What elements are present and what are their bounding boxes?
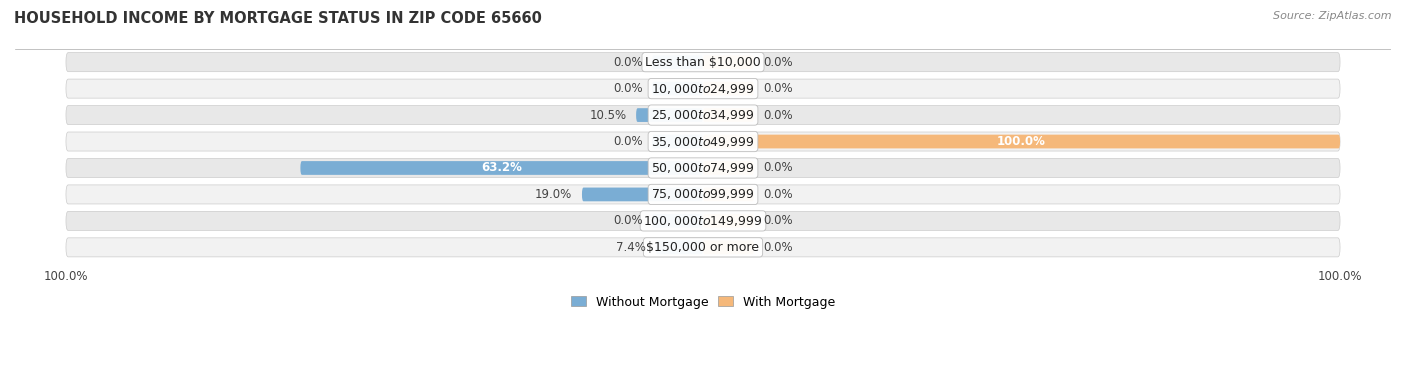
FancyBboxPatch shape bbox=[582, 188, 703, 201]
FancyBboxPatch shape bbox=[652, 135, 703, 149]
Text: 100.0%: 100.0% bbox=[997, 135, 1046, 148]
Text: 0.0%: 0.0% bbox=[613, 215, 643, 227]
FancyBboxPatch shape bbox=[636, 108, 703, 122]
Text: 0.0%: 0.0% bbox=[613, 56, 643, 69]
FancyBboxPatch shape bbox=[652, 82, 703, 95]
FancyBboxPatch shape bbox=[66, 158, 1340, 178]
FancyBboxPatch shape bbox=[66, 185, 1340, 204]
Text: 0.0%: 0.0% bbox=[763, 109, 793, 121]
Text: Less than $10,000: Less than $10,000 bbox=[645, 56, 761, 69]
FancyBboxPatch shape bbox=[703, 82, 754, 95]
FancyBboxPatch shape bbox=[703, 55, 754, 69]
Text: 0.0%: 0.0% bbox=[763, 82, 793, 95]
Text: 7.4%: 7.4% bbox=[616, 241, 647, 254]
Text: $35,000 to $49,999: $35,000 to $49,999 bbox=[651, 135, 755, 149]
FancyBboxPatch shape bbox=[703, 108, 754, 122]
FancyBboxPatch shape bbox=[66, 211, 1340, 230]
Text: Source: ZipAtlas.com: Source: ZipAtlas.com bbox=[1274, 11, 1392, 21]
FancyBboxPatch shape bbox=[703, 214, 754, 228]
FancyBboxPatch shape bbox=[703, 135, 1340, 149]
Text: $10,000 to $24,999: $10,000 to $24,999 bbox=[651, 81, 755, 96]
Text: $25,000 to $34,999: $25,000 to $34,999 bbox=[651, 108, 755, 122]
FancyBboxPatch shape bbox=[655, 241, 703, 254]
Text: 0.0%: 0.0% bbox=[763, 188, 793, 201]
Text: 19.0%: 19.0% bbox=[536, 188, 572, 201]
FancyBboxPatch shape bbox=[703, 241, 754, 254]
Text: $150,000 or more: $150,000 or more bbox=[647, 241, 759, 254]
FancyBboxPatch shape bbox=[652, 55, 703, 69]
FancyBboxPatch shape bbox=[703, 161, 754, 175]
Text: 0.0%: 0.0% bbox=[763, 215, 793, 227]
Text: 0.0%: 0.0% bbox=[613, 82, 643, 95]
FancyBboxPatch shape bbox=[66, 132, 1340, 151]
Text: $50,000 to $74,999: $50,000 to $74,999 bbox=[651, 161, 755, 175]
Text: 0.0%: 0.0% bbox=[613, 135, 643, 148]
Text: 10.5%: 10.5% bbox=[589, 109, 627, 121]
FancyBboxPatch shape bbox=[652, 214, 703, 228]
Legend: Without Mortgage, With Mortgage: Without Mortgage, With Mortgage bbox=[565, 291, 841, 314]
Text: 0.0%: 0.0% bbox=[763, 56, 793, 69]
FancyBboxPatch shape bbox=[703, 188, 754, 201]
FancyBboxPatch shape bbox=[66, 106, 1340, 124]
Text: HOUSEHOLD INCOME BY MORTGAGE STATUS IN ZIP CODE 65660: HOUSEHOLD INCOME BY MORTGAGE STATUS IN Z… bbox=[14, 11, 541, 26]
Text: $100,000 to $149,999: $100,000 to $149,999 bbox=[644, 214, 762, 228]
Text: 0.0%: 0.0% bbox=[763, 161, 793, 175]
FancyBboxPatch shape bbox=[66, 53, 1340, 72]
FancyBboxPatch shape bbox=[66, 79, 1340, 98]
Text: 63.2%: 63.2% bbox=[481, 161, 522, 175]
FancyBboxPatch shape bbox=[301, 161, 703, 175]
Text: $75,000 to $99,999: $75,000 to $99,999 bbox=[651, 187, 755, 201]
FancyBboxPatch shape bbox=[66, 238, 1340, 257]
Text: 0.0%: 0.0% bbox=[763, 241, 793, 254]
